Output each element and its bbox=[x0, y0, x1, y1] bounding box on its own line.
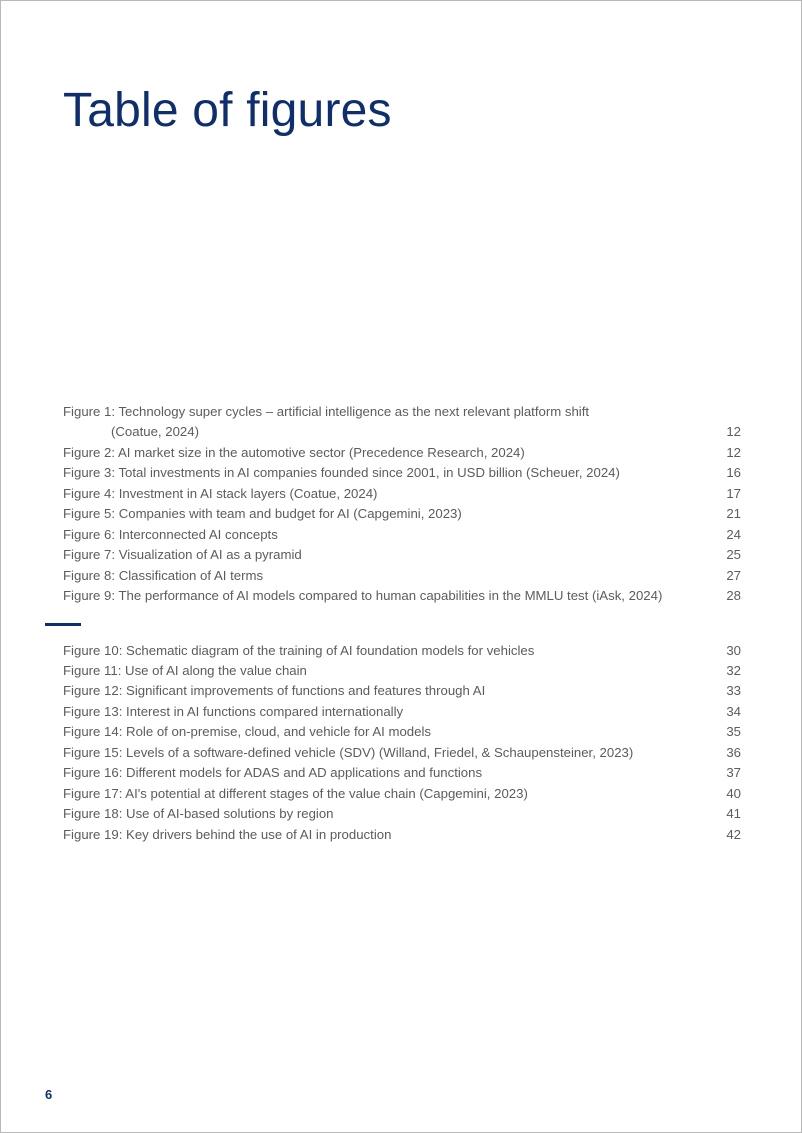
figure-label: Figure 9: The performance of AI models c… bbox=[63, 586, 713, 606]
page-number: 6 bbox=[45, 1087, 52, 1102]
figure-page: 21 bbox=[713, 504, 741, 524]
figure-entry: Figure 11: Use of AI along the value cha… bbox=[63, 661, 741, 681]
figure-entry: Figure 12: Significant improvements of f… bbox=[63, 681, 741, 701]
figure-label: Figure 11: Use of AI along the value cha… bbox=[63, 661, 713, 681]
figure-group-1: Figure 1: Technology super cycles – arti… bbox=[63, 402, 741, 607]
figure-page: 12 bbox=[713, 443, 741, 463]
figure-page: 25 bbox=[713, 545, 741, 565]
section-divider bbox=[63, 607, 741, 641]
figure-page: 35 bbox=[713, 722, 741, 742]
figure-label: Figure 2: AI market size in the automoti… bbox=[63, 443, 713, 463]
figure-page: 40 bbox=[713, 784, 741, 804]
figure-entry: Figure 10: Schematic diagram of the trai… bbox=[63, 641, 741, 661]
figure-label: Figure 17: AI's potential at different s… bbox=[63, 784, 713, 804]
figure-page: 17 bbox=[713, 484, 741, 504]
figure-label: Figure 7: Visualization of AI as a pyram… bbox=[63, 545, 713, 565]
figure-page: 33 bbox=[713, 681, 741, 701]
figure-page: 36 bbox=[713, 743, 741, 763]
page-title: Table of figures bbox=[63, 83, 741, 138]
figure-label: Figure 10: Schematic diagram of the trai… bbox=[63, 641, 713, 661]
figure-page: 37 bbox=[713, 763, 741, 783]
figure-label: Figure 15: Levels of a software-defined … bbox=[63, 743, 713, 763]
figure-label: Figure 16: Different models for ADAS and… bbox=[63, 763, 713, 783]
figure-entry: Figure 6: Interconnected AI concepts24 bbox=[63, 525, 741, 545]
figure-entry: Figure 17: AI's potential at different s… bbox=[63, 784, 741, 804]
figure-entry: Figure 1: Technology super cycles – arti… bbox=[63, 402, 741, 422]
figure-page: 34 bbox=[713, 702, 741, 722]
figure-label: Figure 1: Technology super cycles – arti… bbox=[63, 402, 713, 422]
figure-entry: Figure 13: Interest in AI functions comp… bbox=[63, 702, 741, 722]
figure-page: 42 bbox=[713, 825, 741, 845]
figure-label: Figure 14: Role of on-premise, cloud, an… bbox=[63, 722, 713, 742]
figure-entry: Figure 14: Role of on-premise, cloud, an… bbox=[63, 722, 741, 742]
figure-label: Figure 3: Total investments in AI compan… bbox=[63, 463, 713, 483]
figure-label: Figure 13: Interest in AI functions comp… bbox=[63, 702, 713, 722]
figure-entry: Figure 15: Levels of a software-defined … bbox=[63, 743, 741, 763]
figure-page: 27 bbox=[713, 566, 741, 586]
figure-page: 28 bbox=[713, 586, 741, 606]
figure-entry: Figure 2: AI market size in the automoti… bbox=[63, 443, 741, 463]
figure-label-cont: (Coatue, 2024) bbox=[63, 422, 713, 442]
figure-label: Figure 8: Classification of AI terms bbox=[63, 566, 713, 586]
figure-page: 32 bbox=[713, 661, 741, 681]
figure-entry: Figure 4: Investment in AI stack layers … bbox=[63, 484, 741, 504]
figure-entry: Figure 3: Total investments in AI compan… bbox=[63, 463, 741, 483]
figure-label: Figure 4: Investment in AI stack layers … bbox=[63, 484, 713, 504]
document-page: Table of figures Figure 1: Technology su… bbox=[1, 1, 801, 1132]
figure-list: Figure 1: Technology super cycles – arti… bbox=[63, 402, 741, 845]
figure-entry: Figure 18: Use of AI-based solutions by … bbox=[63, 804, 741, 824]
figure-entry: Figure 7: Visualization of AI as a pyram… bbox=[63, 545, 741, 565]
figure-group-2: Figure 10: Schematic diagram of the trai… bbox=[63, 641, 741, 846]
figure-entry: Figure 5: Companies with team and budget… bbox=[63, 504, 741, 524]
figure-entry-cont: (Coatue, 2024)12 bbox=[63, 422, 741, 442]
figure-label: Figure 12: Significant improvements of f… bbox=[63, 681, 713, 701]
figure-entry: Figure 8: Classification of AI terms27 bbox=[63, 566, 741, 586]
figure-entry: Figure 19: Key drivers behind the use of… bbox=[63, 825, 741, 845]
figure-label: Figure 5: Companies with team and budget… bbox=[63, 504, 713, 524]
figure-page: 41 bbox=[713, 804, 741, 824]
figure-page: 30 bbox=[713, 641, 741, 661]
figure-label: Figure 6: Interconnected AI concepts bbox=[63, 525, 713, 545]
figure-entry: Figure 9: The performance of AI models c… bbox=[63, 586, 741, 606]
figure-label: Figure 19: Key drivers behind the use of… bbox=[63, 825, 713, 845]
figure-page: 12 bbox=[713, 422, 741, 442]
figure-page: 24 bbox=[713, 525, 741, 545]
figure-page: 16 bbox=[713, 463, 741, 483]
figure-label: Figure 18: Use of AI-based solutions by … bbox=[63, 804, 713, 824]
figure-entry: Figure 16: Different models for ADAS and… bbox=[63, 763, 741, 783]
